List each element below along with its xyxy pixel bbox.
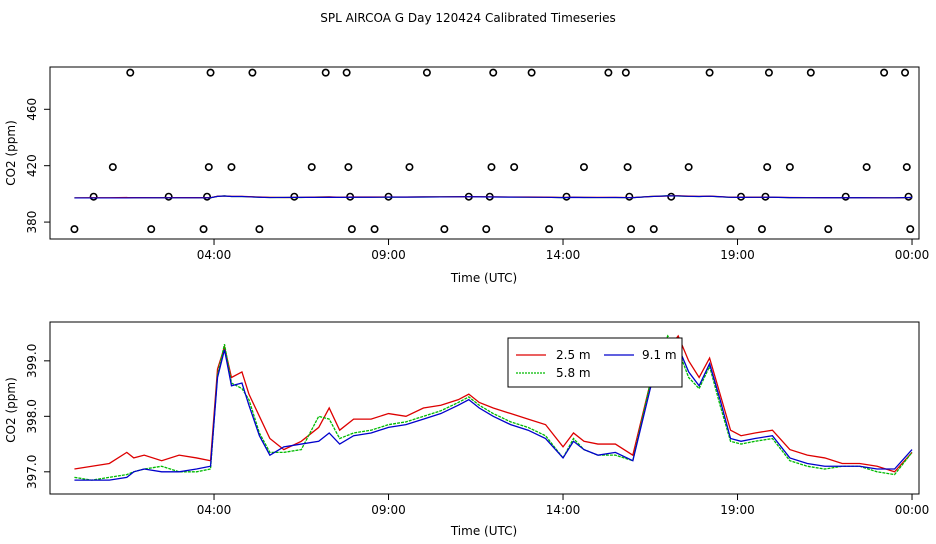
y-tick-label: 420 [25, 154, 39, 177]
calibration-point [625, 192, 634, 201]
calibration-point [344, 163, 353, 172]
y-tick-label: 397.0 [25, 455, 39, 489]
calibration-point [785, 163, 794, 172]
top-y-axis: 380 420 460 [25, 98, 50, 234]
calibration-point [342, 68, 351, 77]
x-tick-label: 09:00 [371, 503, 406, 517]
calibration-point [906, 225, 915, 234]
calibration-point [684, 163, 693, 172]
top-x-axis: 04:00 09:00 14:00 19:00 00:00 [197, 239, 930, 262]
calibration-point [841, 192, 850, 201]
calibration-point [199, 225, 208, 234]
calibration-point [764, 68, 773, 77]
calibration-point [902, 163, 911, 172]
calibration-point [126, 68, 135, 77]
legend-label-5-8m: 5.8 m [556, 366, 591, 380]
y-tick-label: 380 [25, 211, 39, 234]
calibration-point [862, 163, 871, 172]
top-y-axis-label: CO2 (ppm) [4, 120, 18, 186]
calibration-point [667, 192, 676, 201]
top-x-axis-label: Time (UTC) [450, 271, 517, 285]
y-tick-label: 399.0 [25, 344, 39, 378]
top-series-lines [74, 195, 913, 199]
y-tick-label: 398.0 [25, 399, 39, 433]
x-tick-label: 04:00 [197, 248, 232, 262]
calibration-point [623, 163, 632, 172]
series-line-2-5-m [74, 334, 913, 473]
calibration-points [70, 68, 915, 234]
y-tick-label: 460 [25, 98, 39, 121]
x-tick-label: 00:00 [895, 248, 930, 262]
calibration-point [545, 225, 554, 234]
calibration-point [307, 163, 316, 172]
calibration-point [227, 163, 236, 172]
calibration-point [440, 225, 449, 234]
calibration-point [510, 163, 519, 172]
calibration-point [901, 68, 910, 77]
calibration-point [405, 163, 414, 172]
x-tick-label: 09:00 [371, 248, 406, 262]
calibration-point [824, 225, 833, 234]
x-tick-label: 14:00 [546, 503, 581, 517]
x-tick-label: 19:00 [720, 503, 755, 517]
legend-label-9-1m: 9.1 m [642, 348, 677, 362]
calibration-point [487, 163, 496, 172]
legend-label-2-5m: 2.5 m [556, 348, 591, 362]
calibration-point [204, 163, 213, 172]
panel-top-frame [49, 66, 920, 240]
chart-title: SPL AIRCOA G Day 120424 Calibrated Times… [320, 11, 615, 25]
calibration-point [649, 225, 658, 234]
calibration-point [89, 192, 98, 201]
calibration-point [726, 225, 735, 234]
calibration-point [108, 163, 117, 172]
calibration-point [290, 192, 299, 201]
top-series-line-9-1-m [74, 195, 913, 199]
calibration-point [904, 192, 913, 201]
legend: 2.5 m 5.8 m 9.1 m [507, 337, 683, 388]
panel-bottom: 04:00 09:00 14:00 19:00 00:00 397.0 398.0 399.… [4, 321, 930, 538]
calibration-point [347, 225, 356, 234]
bottom-x-axis-label: Time (UTC) [450, 524, 517, 538]
calibration-point [203, 192, 212, 201]
x-tick-label: 00:00 [895, 503, 930, 517]
calibration-point [321, 68, 330, 77]
calibration-point [164, 192, 173, 201]
x-tick-label: 19:00 [720, 248, 755, 262]
calibration-point [621, 68, 630, 77]
x-tick-label: 14:00 [546, 248, 581, 262]
bottom-x-axis: 04:00 09:00 14:00 19:00 00:00 [197, 494, 930, 517]
series-line-9-1-m [74, 340, 913, 481]
calibration-point [763, 163, 772, 172]
bottom-y-axis: 397.0 398.0 399.0 [25, 344, 50, 489]
calibration-point [705, 68, 714, 77]
x-tick-label: 04:00 [197, 503, 232, 517]
calibration-point [627, 225, 636, 234]
calibration-point [806, 68, 815, 77]
bottom-y-axis-label: CO2 (ppm) [4, 377, 18, 443]
panel-bottom-frame [49, 321, 920, 495]
calibration-point [255, 225, 264, 234]
calibration-point [422, 68, 431, 77]
calibration-point [482, 225, 491, 234]
calibration-point [604, 68, 613, 77]
calibration-point [579, 163, 588, 172]
legend-box [507, 337, 683, 388]
calibration-point [147, 225, 156, 234]
calibration-point [757, 225, 766, 234]
calibration-point [527, 68, 536, 77]
calibration-point [562, 192, 571, 201]
calibration-point [206, 68, 215, 77]
calibration-point [880, 68, 889, 77]
panel-top: 04:00 09:00 14:00 19:00 00:00 380 420 460 Time… [4, 66, 930, 285]
bottom-series-lines [74, 334, 913, 481]
calibration-point [370, 225, 379, 234]
calibration-point [489, 68, 498, 77]
calibration-point [70, 225, 79, 234]
calibration-point [248, 68, 257, 77]
